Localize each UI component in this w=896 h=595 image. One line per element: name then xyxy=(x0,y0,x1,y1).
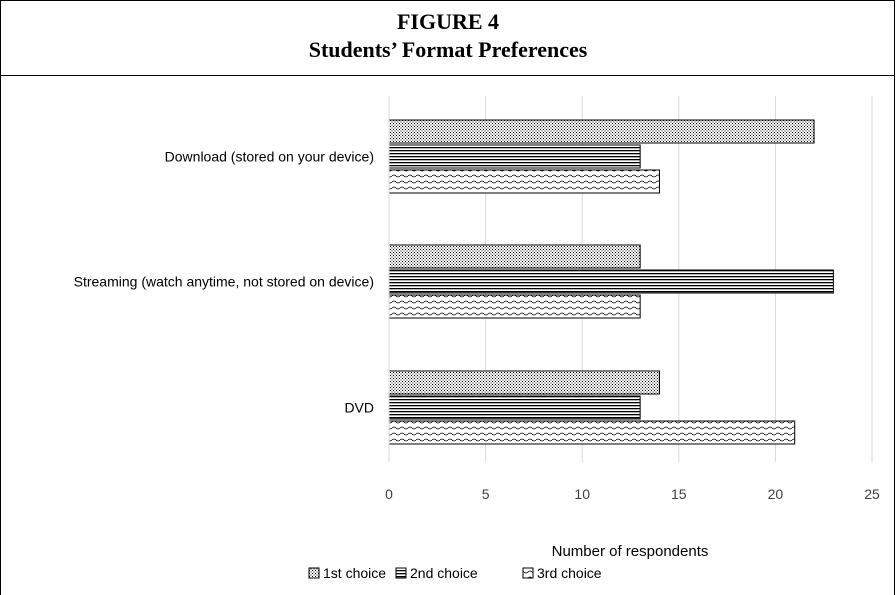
bars xyxy=(388,119,834,445)
x-tick-label: 5 xyxy=(482,486,490,502)
x-tick-label: 20 xyxy=(768,486,784,502)
figure-title: Students’ Format Preferences xyxy=(308,37,588,62)
axes: 0 5 10 15 20 25 Download (stored on your devic… xyxy=(74,96,880,502)
bar-1st-choice xyxy=(388,244,641,269)
bar-2nd-choice xyxy=(388,144,641,169)
bar-3rd-choice xyxy=(388,294,641,319)
bar-2nd-choice xyxy=(388,269,834,294)
bar-3rd-choice xyxy=(388,420,796,445)
x-tick-label: 10 xyxy=(574,486,590,502)
figure-label: FIGURE 4 xyxy=(396,9,500,34)
bar-1st-choice xyxy=(388,119,815,144)
bar-1st-choice xyxy=(388,370,660,395)
category-label: Download (stored on your device) xyxy=(165,149,374,165)
legend-swatch xyxy=(308,567,320,579)
figure-header: FIGURE 4 Students’ Format Preferences xyxy=(1,1,895,76)
x-tick-label: 25 xyxy=(864,486,880,502)
legend-label: 2nd choice xyxy=(410,565,478,581)
legend-label: 3rd choice xyxy=(537,565,602,581)
legend-label: 1st choice xyxy=(323,565,386,581)
x-axis-title: Number of respondents xyxy=(552,543,709,560)
x-tick-label: 0 xyxy=(385,486,393,502)
category-label: Streaming (watch anytime, not stored on … xyxy=(74,274,374,290)
x-tick-label: 15 xyxy=(671,486,687,502)
legend-swatch xyxy=(522,567,534,579)
legend-swatch xyxy=(395,567,407,579)
category-label: DVD xyxy=(344,400,374,416)
legend: 1st choice 2nd choice 3rd choice xyxy=(308,565,602,581)
bar-3rd-choice xyxy=(388,169,660,194)
bar-2nd-choice xyxy=(388,395,641,420)
